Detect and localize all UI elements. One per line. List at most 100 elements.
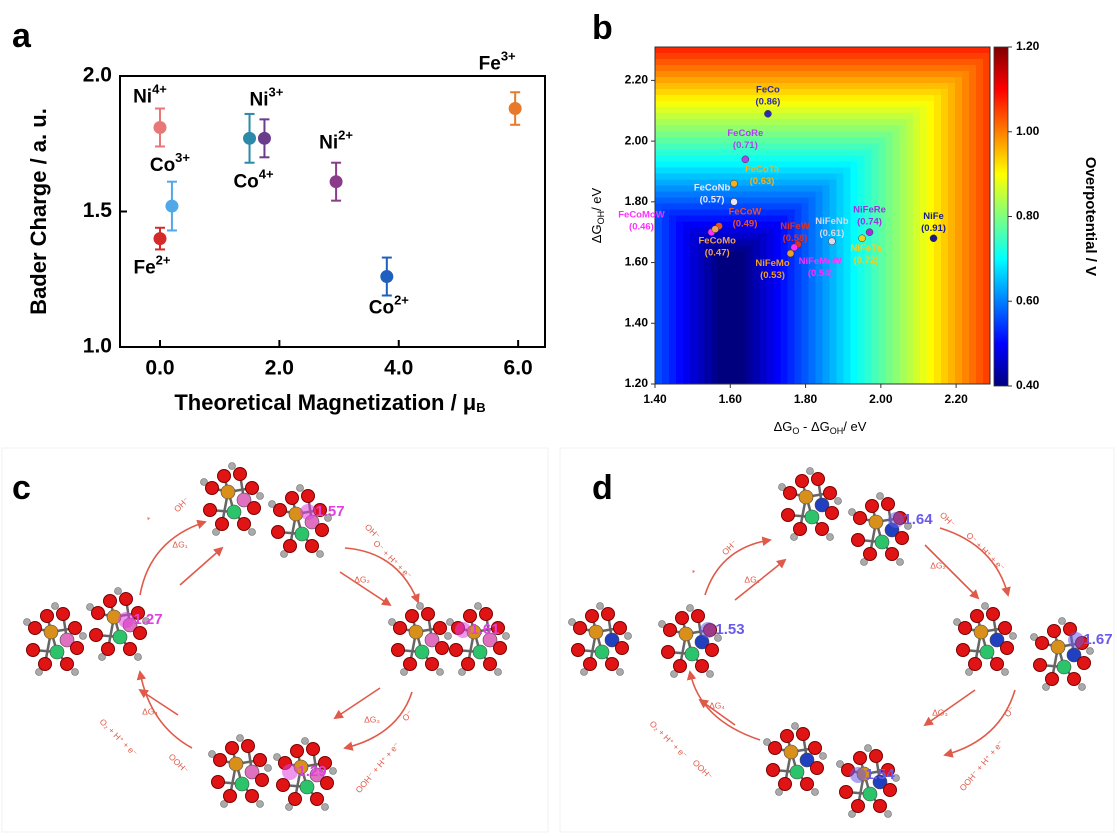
oxygen: [781, 730, 794, 743]
heatmap-cell: [983, 143, 991, 150]
heatmap-cell: [920, 240, 928, 247]
oxygen: [234, 468, 247, 481]
heatmap-cell: [718, 71, 726, 78]
heatmap-cell: [892, 252, 900, 259]
heatmap-cell: [753, 240, 761, 247]
heatmap-cell: [927, 197, 935, 204]
heatmap-cell: [850, 348, 858, 355]
heatmap-cell: [969, 197, 977, 204]
heatmap-cell: [871, 318, 879, 325]
heatmap-cell: [760, 318, 768, 325]
heatmap-cell: [704, 222, 712, 229]
heatmap-cell: [955, 125, 963, 132]
heatmap-cell: [655, 197, 663, 204]
reaction-label: ΔG₄: [142, 706, 158, 716]
heatmap-cell: [697, 324, 705, 331]
text-part: 4+: [152, 82, 167, 97]
heatmap-cell: [878, 300, 886, 307]
heatmap-cell: [934, 258, 942, 265]
heatmap-cell: [662, 246, 670, 253]
heatmap-cell: [669, 276, 677, 283]
heatmap-cell: [892, 179, 900, 186]
heatmap-cell: [899, 348, 907, 355]
heatmap-cell: [816, 360, 824, 367]
oxygen: [422, 608, 435, 621]
heatmap-cell: [934, 143, 942, 150]
heatmap-cell: [955, 264, 963, 271]
heatmap-cell: [885, 342, 893, 349]
heatmap-cell: [823, 137, 831, 144]
heatmap-cell: [962, 185, 970, 192]
active-site: [455, 622, 471, 638]
heatmap-cell: [711, 77, 719, 84]
heatmap-cell: [920, 185, 928, 192]
heatmap-cell: [711, 294, 719, 301]
heatmap-cell: [892, 288, 900, 295]
heatmap-cell: [774, 47, 782, 54]
heatmap-cell: [927, 342, 935, 349]
text-part: ΔG: [589, 224, 604, 243]
heatmap-cell: [843, 143, 851, 150]
heatmap-cell: [913, 360, 921, 367]
heatmap-cell: [760, 342, 768, 349]
heatmap-cell: [983, 360, 991, 367]
heatmap-cell: [676, 330, 684, 337]
heatmap-cell: [906, 113, 914, 120]
heatmap-cell: [906, 300, 914, 307]
heatmap-cell: [976, 312, 984, 319]
heatmap-cell: [976, 246, 984, 253]
heatmap-cell: [878, 330, 886, 337]
heatmap-cell: [823, 149, 831, 156]
heatmap-cell: [718, 119, 726, 126]
heatmap-cell: [983, 203, 991, 210]
heatmap-cell: [788, 47, 796, 54]
heatmap-cell: [816, 197, 824, 204]
heatmap-cell: [711, 149, 719, 156]
heatmap-cell: [836, 83, 844, 90]
heatmap-cell: [892, 173, 900, 180]
heatmap-cell: [690, 246, 698, 253]
heatmap-cell: [718, 167, 726, 174]
heatmap-cell: [683, 65, 691, 72]
heatmap-cell: [850, 77, 858, 84]
heatmap-cell: [655, 348, 663, 355]
heatmap-cell: [885, 113, 893, 120]
heatmap-cell: [690, 216, 698, 223]
heatmap-cell: [767, 149, 775, 156]
heatmap-cell: [809, 234, 817, 241]
heatmap-cell: [816, 53, 824, 60]
heatmap-cell: [823, 366, 831, 373]
heatmap-cell: [683, 342, 691, 349]
oxygen: [392, 644, 405, 657]
heatmap-cell: [662, 330, 670, 337]
heatmap-cell: [948, 282, 956, 289]
heatmap-cell: [927, 294, 935, 301]
heatmap-cell: [885, 179, 893, 186]
heatmap-cell: [795, 113, 803, 120]
heatmap-cell: [829, 306, 837, 313]
heatmap-cell: [767, 59, 775, 66]
y-tick-label: 1.80: [625, 194, 649, 208]
oxygen: [616, 642, 629, 655]
oxygen: [39, 658, 52, 671]
heatmap-cell: [809, 240, 817, 247]
hydrogen: [820, 753, 827, 760]
heatmap-cell: [899, 119, 907, 126]
heatmap-cell: [955, 246, 963, 253]
heatmap-cell: [655, 101, 663, 108]
oxygen: [286, 492, 299, 505]
heatmap-cell: [809, 185, 817, 192]
heatmap-cell: [774, 107, 782, 114]
heatmap-cell: [941, 83, 949, 90]
heatmap-cell: [690, 167, 698, 174]
heatmap-cell: [899, 354, 907, 361]
heatmap-cell: [795, 179, 803, 186]
heatmap-cell: [697, 252, 705, 259]
heatmap-cell: [948, 197, 956, 204]
heatmap-cell: [934, 372, 942, 379]
text-part: ΔG: [774, 419, 793, 434]
heatmap-cell: [823, 71, 831, 78]
heatmap-cell: [899, 161, 907, 168]
heatmap-cell: [683, 155, 691, 162]
heatmap-cell: [711, 342, 719, 349]
